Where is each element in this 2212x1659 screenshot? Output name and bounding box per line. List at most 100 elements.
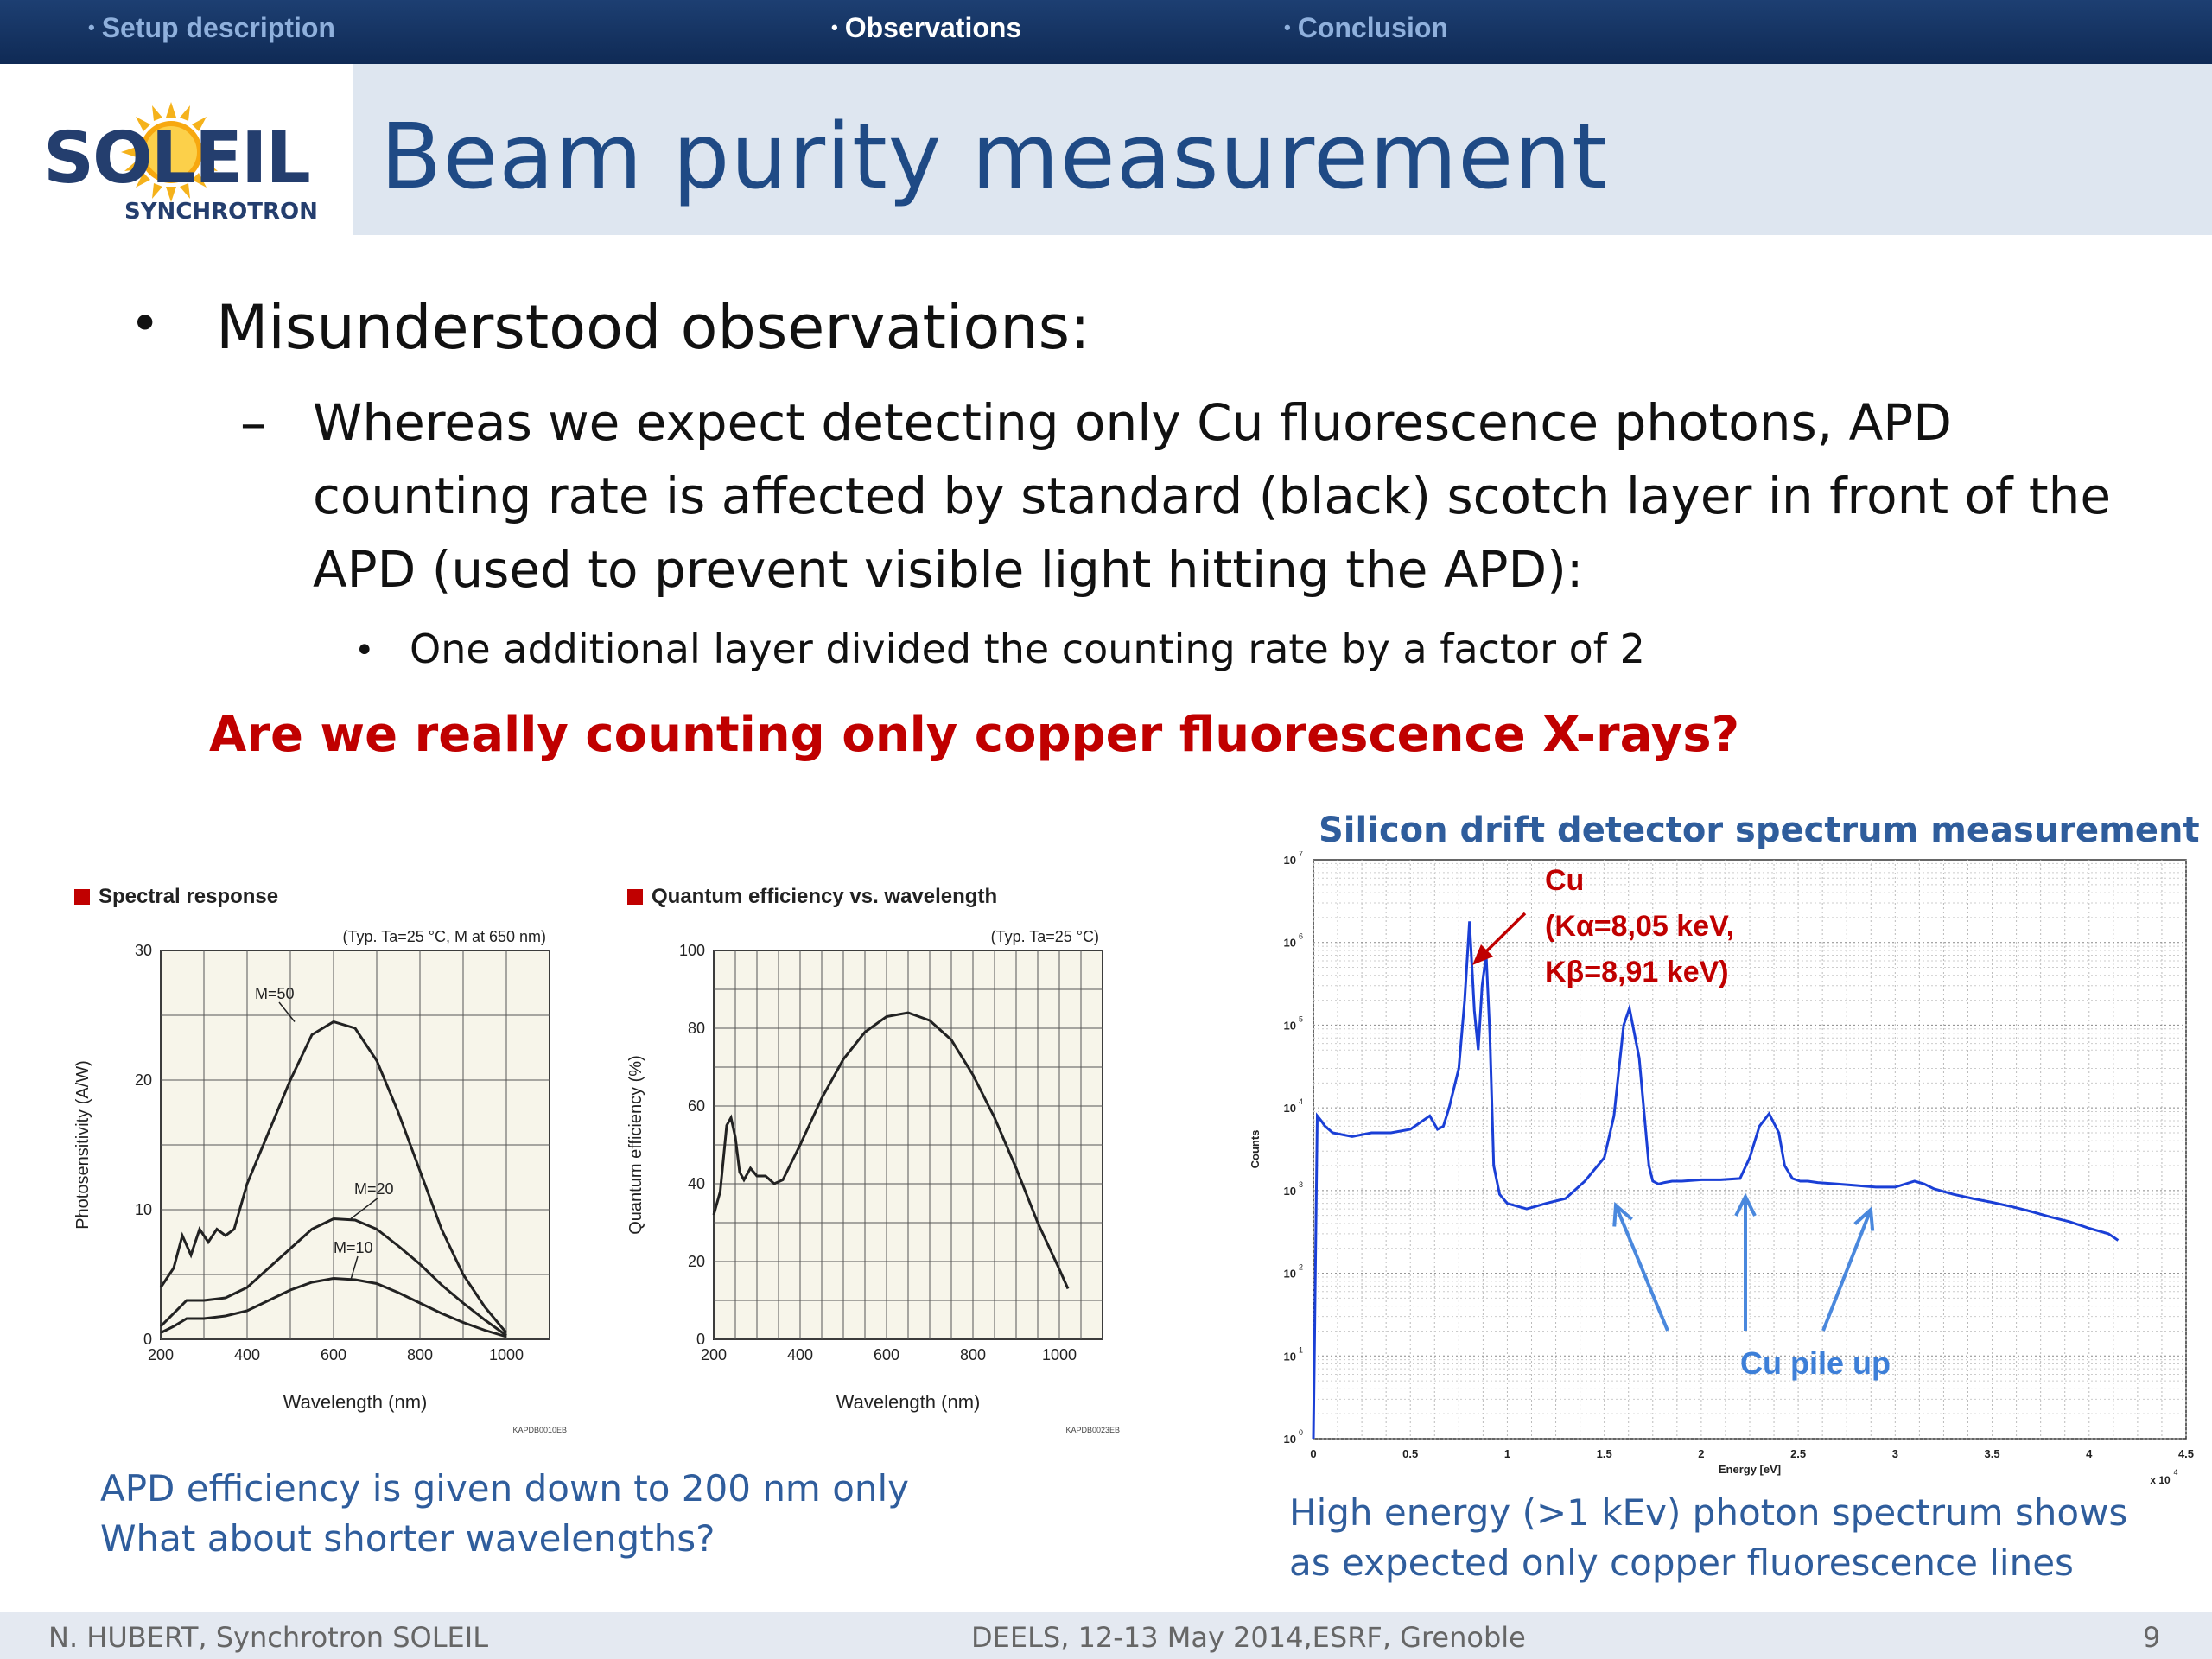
y-tick-exponent: 5 <box>1299 1014 1303 1023</box>
y-tick-exponent: 3 <box>1299 1180 1303 1189</box>
x-tick-label: 4.5 <box>2178 1447 2194 1460</box>
y-axis-label: Quantum efficiency (%) <box>626 1055 645 1235</box>
series-label-leader <box>350 1255 359 1281</box>
top-navigation: • Setup description • Observations • Conclu… <box>0 0 2212 64</box>
x-axis-label: Energy [eV] <box>1719 1463 1781 1476</box>
x-tick-label: 3.5 <box>1985 1447 2000 1460</box>
y-tick-exponent: 1 <box>1299 1345 1303 1354</box>
logo-wordmark: SOLEIL <box>43 118 311 200</box>
chart-condition-note: (Typ. Ta=25 °C) <box>991 928 1099 945</box>
x-tick-label: 800 <box>407 1346 433 1363</box>
y-tick-exponent: 2 <box>1299 1263 1303 1272</box>
pileup-annotation: Cu pile up <box>1740 1345 1891 1381</box>
pileup-arrowhead-icon <box>1853 1205 1875 1231</box>
y-tick-label: 60 <box>688 1097 705 1115</box>
x-tick-label: 200 <box>148 1346 174 1363</box>
series-line-m50 <box>159 1020 508 1334</box>
pileup-arrow-shaft <box>1614 1205 1669 1332</box>
x-tick-label: 400 <box>234 1346 260 1363</box>
y-tick-label: 10 <box>1284 1268 1296 1281</box>
right-caption-line-2: as expected only copper fluorescence lin… <box>1289 1541 2074 1584</box>
x-axis-label: Wavelength (nm) <box>836 1391 981 1413</box>
sub-bullet-line-2: counting rate is affected by standard (b… <box>313 467 2112 525</box>
y-tick-exponent: 4 <box>1299 1097 1303 1106</box>
third-level-bullet: One additional layer divided the countin… <box>410 626 1645 672</box>
series-label: M=50 <box>255 985 295 1002</box>
nav-item-observations[interactable]: • Observations <box>831 12 1022 43</box>
x-multiplier: x 10 <box>2150 1474 2171 1486</box>
key-question: Are we really counting only copper fluor… <box>209 707 1740 763</box>
left-caption-line-1: APD efficiency is given down to 200 nm o… <box>100 1467 910 1510</box>
x-tick-label: 0.5 <box>1402 1447 1418 1460</box>
figure-code: KAPDB0023EB <box>1065 1426 1120 1434</box>
dash-marker: – <box>240 393 266 454</box>
y-tick-label: 10 <box>1284 937 1296 950</box>
slide-footer: N. HUBERT, Synchrotron SOLEIL DEELS, 12-… <box>0 1612 2212 1659</box>
nav-item-label: Observations <box>844 12 1022 43</box>
series-line-m20 <box>159 1217 507 1337</box>
y-tick-label: 20 <box>688 1253 705 1270</box>
logo-subtitle: SYNCHROTRON <box>124 199 318 225</box>
y-tick-label: 10 <box>1284 1019 1296 1032</box>
page-number: 9 <box>2143 1621 2161 1654</box>
cu-arrowhead-icon <box>1472 944 1493 965</box>
y-tick-label: 10 <box>1284 1433 1296 1446</box>
y-tick-label: 20 <box>135 1071 152 1089</box>
series-label: M=20 <box>354 1180 394 1198</box>
soleil-logo: SOLEIL SYNCHROTRON <box>35 81 320 237</box>
cu-annotation-line-1: Cu <box>1545 864 1584 897</box>
x-tick-label: 1000 <box>489 1346 524 1363</box>
y-axis-label: Photosensitivity (A/W) <box>73 1060 92 1230</box>
pileup-arrowhead-icon <box>1612 1201 1633 1227</box>
pileup-arrow-shaft <box>1821 1209 1872 1332</box>
series-label-leader <box>278 1001 296 1022</box>
y-tick-label: 30 <box>135 942 152 959</box>
chart-title-text: Spectral response <box>99 885 279 908</box>
series-label: M=10 <box>334 1239 373 1256</box>
y-tick-exponent: 7 <box>1299 851 1303 858</box>
sub-bullet-line-3: APD (used to prevent visible light hitti… <box>313 540 1584 599</box>
sub-bullet-line-1: Whereas we expect detecting only Cu fluo… <box>313 393 1952 452</box>
chart-marker-icon <box>627 889 643 905</box>
y-tick-label: 10 <box>1284 1185 1296 1198</box>
footer-author: N. HUBERT, Synchrotron SOLEIL <box>48 1621 489 1654</box>
qe-chart-title: Quantum efficiency vs. wavelength <box>627 885 997 909</box>
x-tick-label: 4 <box>2086 1447 2093 1460</box>
series-line-m10 <box>160 1276 507 1338</box>
sdd-chart-heading: Silicon drift detector spectrum measurem… <box>1319 810 2200 850</box>
x-tick-label: 2 <box>1698 1447 1704 1460</box>
y-tick-exponent: 6 <box>1299 932 1303 941</box>
series-line-1 <box>712 1011 1070 1290</box>
slide-header: SOLEIL SYNCHROTRON Beam purity measureme… <box>0 64 2212 237</box>
pileup-arrowhead-icon <box>1734 1192 1757 1217</box>
quantum-efficiency-chart: 200 400 600 800 1000 0 20 40 60 80 100 Wavelength (… <box>626 928 1120 1434</box>
main-bullet: Misunderstood observations: <box>216 292 1090 363</box>
y-axis-label: Counts <box>1249 1130 1262 1169</box>
page-title: Beam purity measurement <box>380 104 1608 209</box>
y-tick-label: 10 <box>1284 854 1296 867</box>
spectral-response-chart: 200 400 600 800 1000 0 10 20 30 Wavelength (nm) Ph… <box>73 928 567 1434</box>
y-tick-label: 40 <box>688 1175 705 1192</box>
sun-icon <box>121 102 221 202</box>
cu-annotation-line-2: (Kα=8,05 keV, <box>1545 910 1734 943</box>
x-tick-label: 1000 <box>1042 1346 1077 1363</box>
right-caption-line-1: High energy (>1 kEv) photon spectrum sho… <box>1289 1491 2128 1534</box>
x-multiplier-exponent: 4 <box>2173 1468 2177 1477</box>
nav-item-conclusion[interactable]: • Conclusion <box>1284 12 1448 43</box>
chart-marker-icon <box>74 889 90 905</box>
nav-item-label: Conclusion <box>1297 12 1448 43</box>
bullet-marker: • <box>130 294 161 354</box>
chart-title-text: Quantum efficiency vs. wavelength <box>652 885 998 908</box>
series-label-leader <box>350 1197 379 1220</box>
y-tick-label: 10 <box>1284 1350 1296 1363</box>
nav-item-setup-description[interactable]: • Setup description <box>88 12 335 43</box>
x-tick-label: 400 <box>787 1346 813 1363</box>
y-tick-label: 100 <box>679 942 705 959</box>
title-band <box>353 64 2212 235</box>
cu-annotation-line-3: Kβ=8,91 keV) <box>1545 956 1729 988</box>
bullet-marker: • <box>354 631 375 671</box>
figure-code: KAPDB0010EB <box>512 1426 567 1434</box>
x-tick-label: 0 <box>1310 1447 1316 1460</box>
y-tick-label: 0 <box>696 1331 705 1348</box>
